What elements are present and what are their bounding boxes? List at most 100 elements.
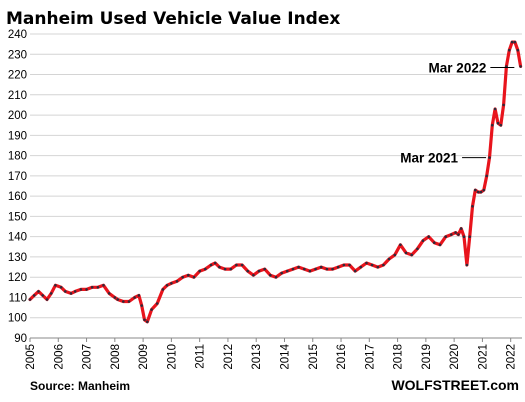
data-point — [482, 188, 486, 192]
data-point — [96, 286, 100, 289]
data-point — [209, 263, 213, 267]
data-point — [64, 290, 67, 293]
data-point — [325, 267, 329, 271]
data-point — [491, 123, 494, 127]
data-point — [213, 261, 217, 265]
y-tick-label: 120 — [8, 272, 27, 284]
data-point — [444, 235, 448, 238]
data-point — [54, 284, 57, 287]
x-axis-ticks: 2005 2006 2007 2008 2009 2010 2011 2012 2013 2014… — [25, 338, 518, 370]
data-point — [474, 188, 477, 192]
data-point — [416, 247, 419, 251]
data-point — [365, 261, 368, 265]
data-point — [421, 239, 425, 242]
data-point — [263, 267, 267, 271]
data-point — [229, 267, 233, 271]
data-point — [510, 40, 514, 44]
data-point — [438, 243, 442, 247]
data-point — [252, 273, 255, 277]
data-point — [218, 265, 221, 269]
y-tick-label: 110 — [9, 292, 27, 304]
data-point — [513, 40, 517, 44]
data-point — [462, 235, 466, 238]
x-tick-label: 2014 — [279, 343, 291, 369]
data-point — [235, 263, 238, 267]
data-point — [485, 174, 489, 178]
data-point — [155, 302, 159, 305]
x-tick-label: 2010 — [166, 344, 178, 370]
x-tick-label: 2022 — [506, 344, 518, 370]
data-point — [69, 292, 73, 295]
data-point — [240, 263, 244, 267]
data-point — [102, 284, 105, 287]
data-point — [291, 267, 295, 271]
annotation-layer: Mar 2022 Mar 2021 — [400, 60, 515, 166]
data-point — [502, 103, 505, 107]
data-point — [37, 290, 40, 293]
x-tick-label: 2021 — [477, 344, 489, 370]
data-point — [433, 241, 436, 244]
data-point — [187, 273, 190, 277]
data-point — [127, 300, 131, 303]
data-point — [32, 294, 36, 297]
data-point — [353, 269, 357, 273]
data-point — [468, 235, 472, 238]
x-tick-label: 2007 — [82, 344, 94, 370]
data-point — [223, 267, 227, 271]
x-tick-label: 2015 — [308, 344, 320, 370]
y-tick-label: 100 — [8, 313, 27, 325]
data-point — [59, 286, 63, 289]
data-point — [79, 288, 83, 291]
data-point — [319, 265, 323, 269]
data-point — [175, 280, 179, 283]
data-point — [471, 205, 474, 208]
data-point — [257, 269, 261, 273]
data-point — [479, 190, 483, 194]
data-point — [404, 251, 408, 255]
data-point — [146, 320, 149, 324]
data-point — [303, 267, 306, 271]
y-tick-label: 240 — [8, 29, 27, 41]
data-point — [107, 292, 111, 295]
data-point — [116, 298, 119, 301]
chart-title: Manheim Used Vehicle Value Index — [6, 9, 340, 29]
y-tick-label: 180 — [8, 151, 27, 163]
data-point — [90, 286, 94, 289]
y-tick-label: 230 — [8, 49, 27, 61]
data-point — [488, 156, 491, 159]
data-point — [41, 294, 44, 297]
data-point — [308, 269, 312, 273]
x-tick-label: 2019 — [421, 344, 433, 370]
data-point — [192, 275, 196, 279]
data-point — [204, 267, 207, 271]
data-point — [348, 263, 351, 267]
data-point — [370, 263, 374, 267]
data-point — [85, 288, 88, 291]
data-point — [393, 253, 397, 257]
y-tick-label: 200 — [8, 110, 27, 122]
data-point — [246, 269, 249, 273]
x-tick-label: 2016 — [336, 344, 348, 370]
data-point — [122, 300, 125, 303]
data-point — [342, 263, 346, 267]
data-point — [382, 263, 385, 267]
data-point — [457, 233, 460, 236]
data-point — [508, 48, 511, 52]
annotation-label: Mar 2022 — [429, 60, 487, 75]
data-point — [143, 318, 146, 322]
data-point — [170, 282, 173, 285]
annotation-label: Mar 2021 — [400, 151, 458, 166]
data-point — [336, 265, 340, 269]
source-note: Source: Manheim — [30, 379, 130, 393]
data-point — [49, 292, 53, 295]
data-point — [165, 284, 169, 287]
x-tick-label: 2020 — [449, 344, 461, 370]
data-point — [140, 304, 143, 307]
data-point — [465, 263, 469, 267]
data-point — [359, 265, 363, 269]
data-point — [476, 190, 480, 194]
data-point — [331, 267, 334, 271]
y-tick-label: 190 — [8, 130, 27, 142]
data-point — [133, 296, 136, 299]
